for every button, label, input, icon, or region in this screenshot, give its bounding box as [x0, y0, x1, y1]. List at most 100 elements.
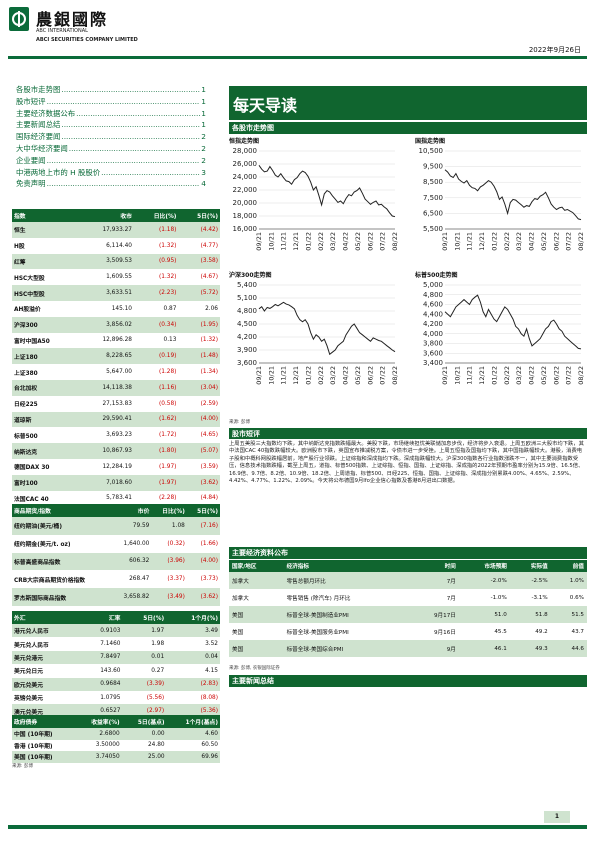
table-cell: 美国	[232, 629, 244, 636]
x-tick-label: 07/22	[565, 232, 573, 251]
toc-item[interactable]: 国际经济要闻 2	[16, 131, 206, 143]
toc-leader	[76, 108, 200, 120]
series-line	[444, 169, 582, 221]
toc-item[interactable]: 各股市走势图 1	[16, 84, 206, 96]
toc-item[interactable]: 大中华经济要闻 2	[16, 143, 206, 155]
table-row: CRB大宗商品期货价格指数 268.47 (3.37) (3.73)	[12, 570, 220, 589]
table-cell-value: 25.00	[147, 753, 165, 760]
table-cell-value: 3,509.53	[106, 258, 132, 265]
table-row: 道琼斯 29,590.41 (1.62) (4.00)	[12, 411, 220, 428]
table-cell-label: 台北加权	[14, 386, 38, 393]
column-header: 1个月(%)	[166, 611, 220, 624]
toc-item[interactable]: 企业要闻 2	[16, 155, 206, 167]
toc-item-title[interactable]: 股市短评	[16, 96, 46, 106]
chart-title: 国指走势图	[415, 138, 446, 145]
x-tick-label: 11/21	[466, 366, 474, 385]
column-header: 5日(%)	[178, 209, 220, 222]
table-cell-value: 27,153.83	[102, 400, 132, 407]
x-tick-label: 09/21	[441, 232, 449, 251]
y-tick-label: 4,600	[423, 301, 443, 309]
toc-item-page: 1	[201, 96, 206, 106]
table-cell: 7月	[446, 578, 456, 585]
toc-item-title[interactable]: 企业要闻	[16, 155, 46, 165]
table-cell-label: 欧元兑美元	[14, 682, 43, 689]
table-cell-label: 英镑兑美元	[14, 696, 43, 703]
bonds-source: 来源: 彭博	[12, 763, 33, 769]
table-cell-label: 法国CAC 40	[14, 496, 49, 503]
x-tick-label: 01/22	[490, 232, 498, 251]
table-cell-value: 5,647.00	[106, 369, 132, 376]
toc-item-title[interactable]: 免责声明	[16, 179, 46, 189]
chart-panel: 沪深300走势图 5,400 5,100 4,800 4,500 4,200 3,900 3,…	[229, 270, 401, 404]
table-cell-value: 0.00	[151, 730, 165, 737]
header-rule	[8, 56, 587, 59]
toc-item[interactable]: 主要新闻总结 1	[16, 119, 206, 131]
toc-item-title[interactable]: 主要经济数据公布	[16, 108, 76, 118]
table-cell-value: (0.58)	[159, 400, 177, 407]
toc-item[interactable]: 股市短评 1	[16, 96, 206, 108]
table-row: 纽约期油(美元/桶) 79.59 1.08 (7.16)	[12, 517, 220, 535]
market-commentary: 上周五美股三大指数均下跌，其中纳斯达克指数跌幅最大。美股下跌，市场继续担忧美联储…	[229, 441, 584, 485]
column-header: 国家/地区	[229, 560, 284, 572]
table-row: 香港 (10年期) 3.50000 24.80 60.50	[12, 739, 220, 751]
toc-item-title[interactable]: 各股市走势图	[16, 85, 61, 94]
toc-item[interactable]: 主要经济数据公布 1	[16, 108, 206, 120]
x-tick-label: 06/22	[552, 232, 560, 251]
table-cell-label: 美国 (10年期)	[14, 755, 53, 762]
toc-item-title[interactable]: 大中华经济要闻	[16, 143, 68, 153]
table-cell: 44.6	[571, 645, 584, 652]
table-cell-label: H股	[14, 244, 25, 251]
table-row: AH股溢价 145.10 0.87 2.06	[12, 300, 220, 317]
table-row: 上证180 8,228.65 (0.19) (1.48)	[12, 348, 220, 365]
table-cell-value: (4.84)	[200, 495, 218, 502]
x-tick-label: 06/22	[366, 232, 374, 251]
chart-title: 沪深300走势图	[229, 272, 272, 279]
table-cell-value: 3.74050	[95, 753, 120, 760]
toc-item-title[interactable]: 中港两地上市的 H 股股价	[16, 167, 101, 177]
table-cell-value: 0.9684	[100, 681, 121, 688]
table-cell-value: (1.97)	[159, 463, 177, 470]
y-tick-label: 7,500	[423, 194, 443, 202]
table-cell-value: 0.87	[163, 305, 177, 312]
column-header: 政府债券	[12, 715, 75, 728]
table-cell-value: (1.97)	[159, 479, 177, 486]
toc-item-title[interactable]: 国际经济要闻	[16, 132, 61, 142]
table-cell-value: (1.16)	[159, 384, 177, 391]
x-tick-label: 02/22	[503, 232, 511, 251]
table-row: HSC中型股 3,633.51 (2.23) (5.72)	[12, 285, 220, 301]
toc-item[interactable]: 免责声明 4	[16, 178, 206, 190]
table-cell-value: (1.48)	[200, 353, 218, 360]
table-cell-label: 恒生	[14, 228, 26, 235]
table-cell-value: (1.34)	[200, 369, 218, 376]
table-cell-value: (1.18)	[159, 226, 177, 233]
table-cell-label: HSC中型股	[14, 291, 45, 298]
table-cell-value: 29,590.41	[102, 416, 132, 423]
table-row: 恒生 17,933.27 (1.18) (4.42)	[12, 222, 220, 238]
y-tick-label: 18,000	[233, 212, 258, 220]
y-tick-label: 3,400	[423, 359, 443, 367]
chart-panel: 标普500走势图 5,000 4,800 4,600 4,400 4,200 4,000 3,…	[415, 270, 587, 404]
table-cell-value: (1.80)	[159, 448, 177, 455]
toc-item-title[interactable]: 主要新闻总结	[16, 120, 61, 130]
toc-item[interactable]: 中港两地上市的 H 股股价 3	[16, 167, 206, 179]
bonds-table: 政府债券 收益率(%) 5日(基点) 1个月(基点) 中国 (10年期) 2.6800 0.…	[12, 715, 220, 769]
x-tick-label: 08/22	[577, 366, 585, 385]
column-header: 商品期货/指数	[12, 504, 112, 517]
table-row: 德国DAX 30 12,284.19 (1.97) (3.59)	[12, 458, 220, 475]
x-tick-label: 02/22	[317, 232, 325, 251]
table-cell-value: 69.96	[201, 753, 218, 760]
table-cell-value: 1,640.00	[123, 540, 150, 547]
table-cell-value: (0.34)	[159, 321, 177, 328]
table-cell: 加拿大	[232, 595, 249, 602]
x-tick-label: 09/21	[441, 366, 449, 385]
table-cell-value: 12,284.19	[102, 463, 132, 470]
table-row: 美元兑人民币 7.1460 1.98 3.52	[12, 637, 220, 651]
table-cell-value: (1.95)	[200, 321, 218, 328]
line-chart: 28,000 26,000 24,000 22,000 20,000 18,000 16,0…	[233, 147, 400, 251]
table-cell-label: 香港 (10年期)	[14, 743, 53, 750]
table-cell: 51.5	[571, 611, 584, 618]
table-cell-label: 上证180	[14, 354, 38, 361]
toc-leader	[69, 143, 201, 155]
y-tick-label: 10,500	[419, 147, 444, 155]
table-cell-value: 143.60	[100, 667, 121, 674]
